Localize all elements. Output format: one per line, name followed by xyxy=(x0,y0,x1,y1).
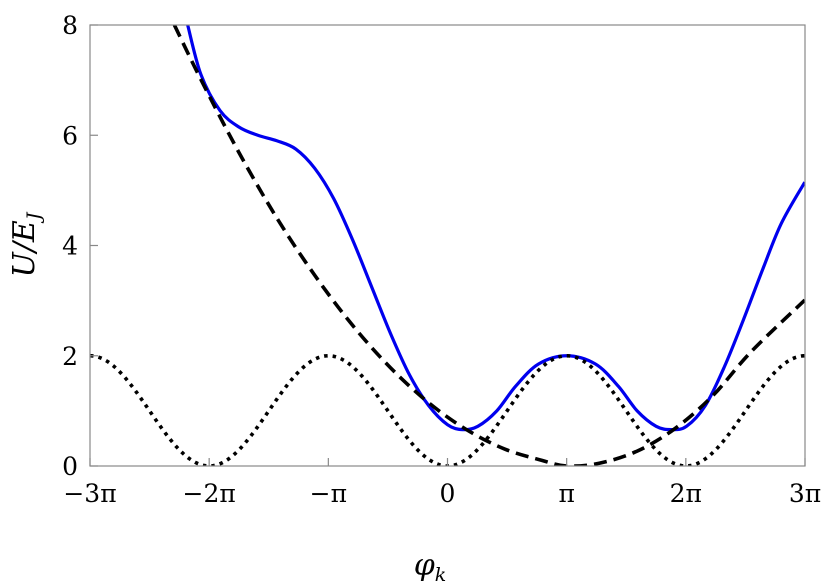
x-tick-label: −2π xyxy=(183,479,236,508)
x-tick-label: −π xyxy=(310,479,347,508)
x-tick-label: 3π xyxy=(789,479,821,508)
x-tick-label: π xyxy=(558,479,574,508)
series-line-solid xyxy=(186,25,805,432)
x-tick-label: −3π xyxy=(63,479,116,508)
y-tick-label: 2 xyxy=(62,342,78,371)
x-tick-label: 0 xyxy=(440,479,456,508)
y-tick-label: 0 xyxy=(62,452,78,481)
plot-frame xyxy=(89,24,806,467)
y-tick-label: 4 xyxy=(62,232,78,261)
y-axis-label: U/EJ xyxy=(7,211,45,277)
series-line-dotted xyxy=(90,353,805,466)
ticks-layer: −3π −2π −π 0 π 2π 3π 0 2 4 6 8 xyxy=(62,11,821,508)
x-tick-label: 2π xyxy=(670,479,702,508)
x-axis-label: φk xyxy=(414,548,447,586)
y-tick-label: 6 xyxy=(62,121,78,150)
series-layer xyxy=(90,25,805,466)
y-tick-label: 8 xyxy=(62,11,78,40)
